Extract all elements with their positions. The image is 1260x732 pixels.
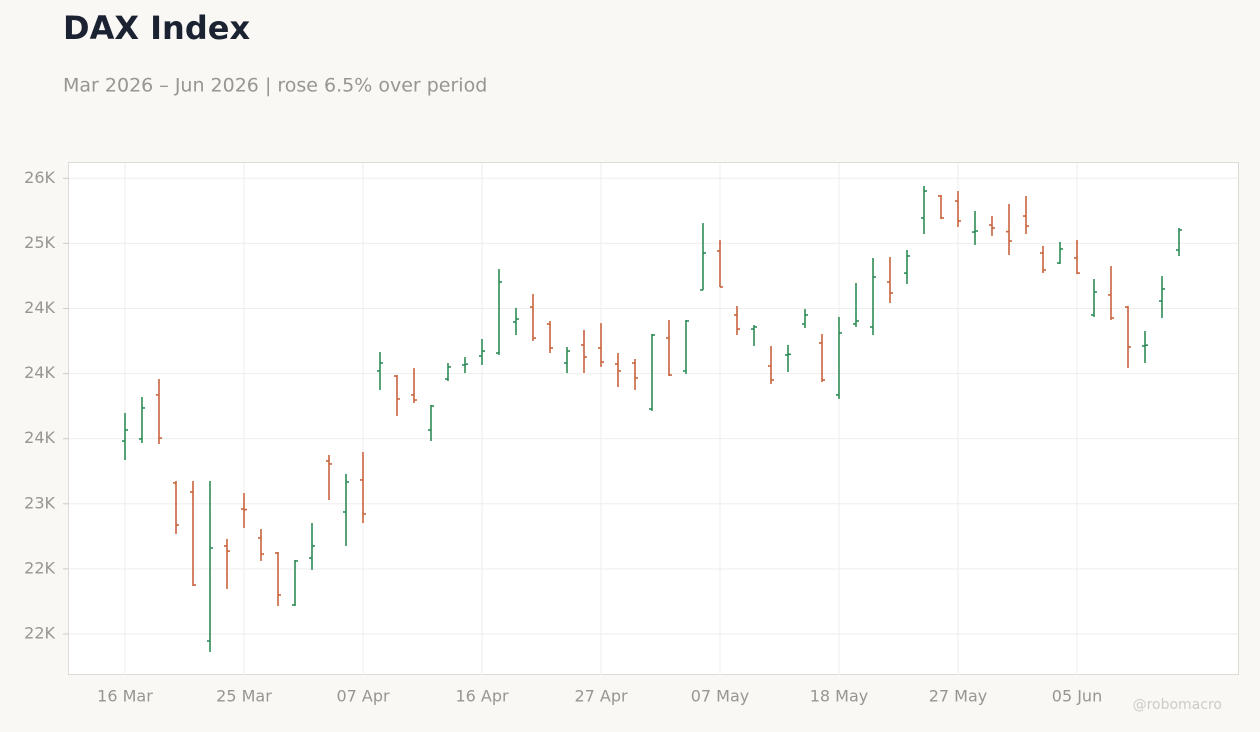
x-tick-label: 05 Jun — [1052, 687, 1102, 706]
watermark: @robomacro — [1133, 697, 1222, 713]
x-tick-label: 27 Apr — [574, 687, 628, 706]
y-tick-label: 25K — [24, 233, 55, 252]
y-tick-label: 22K — [24, 623, 55, 642]
y-tick-label: 24K — [24, 428, 55, 447]
x-tick-label: 27 May — [929, 687, 988, 706]
y-tick-label: 24K — [24, 363, 55, 382]
y-tick-label: 26K — [24, 168, 55, 187]
x-tick-label: 16 Apr — [455, 687, 509, 706]
x-tick-label: 07 May — [691, 687, 750, 706]
y-tick-label: 24K — [24, 298, 55, 317]
x-tick-label: 18 May — [810, 687, 869, 706]
y-tick-label: 23K — [24, 493, 55, 512]
chart-title: DAX Index — [63, 9, 250, 47]
chart-subtitle: Mar 2026 – Jun 2026 | rose 6.5% over per… — [63, 75, 487, 97]
y-tick-label: 22K — [24, 558, 55, 577]
x-tick-label: 25 Mar — [216, 687, 272, 706]
x-tick-label: 07 Apr — [336, 687, 390, 706]
x-tick-label: 16 Mar — [97, 687, 153, 706]
